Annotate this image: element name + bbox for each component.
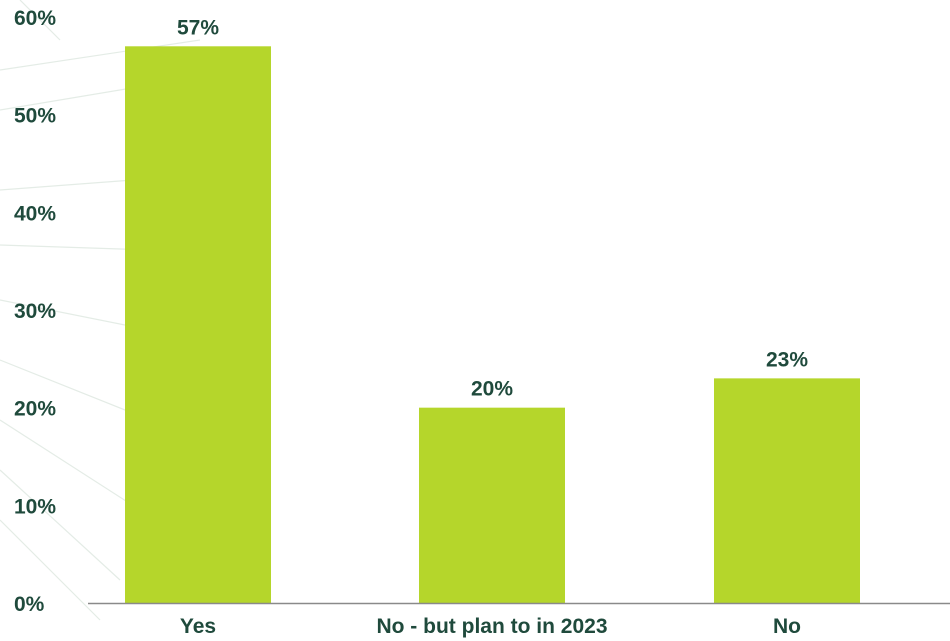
x-category-label: No - but plan to in 2023 [376,615,607,638]
decoration-line [0,39,201,71]
decoration-line [0,519,101,621]
y-tick-label: 10% [14,495,56,518]
y-tick-label: 30% [14,300,56,323]
y-tick-label: 20% [14,398,56,421]
data-label: 23% [766,348,808,371]
x-category-label: Yes [180,615,216,638]
x-axis: Yes No - but plan to in 2023 No [180,615,801,638]
bar [714,378,860,603]
bar [125,46,271,604]
y-tick-label: 50% [14,105,56,128]
decoration-line [0,469,121,581]
y-axis: 0% 10% 20% 30% 40% 50% 60% [14,7,56,616]
bar-series: 57% 20% 23% [125,16,860,604]
y-tick-label: 40% [14,202,56,225]
data-label: 57% [177,16,219,39]
x-category-label: No [773,615,801,638]
y-tick-label: 0% [14,593,45,616]
y-tick-label: 60% [14,7,56,30]
bar [419,407,565,603]
decoration-line [19,0,61,41]
background-decoration [0,0,201,621]
data-label: 20% [471,378,513,401]
decoration-line [0,419,141,511]
